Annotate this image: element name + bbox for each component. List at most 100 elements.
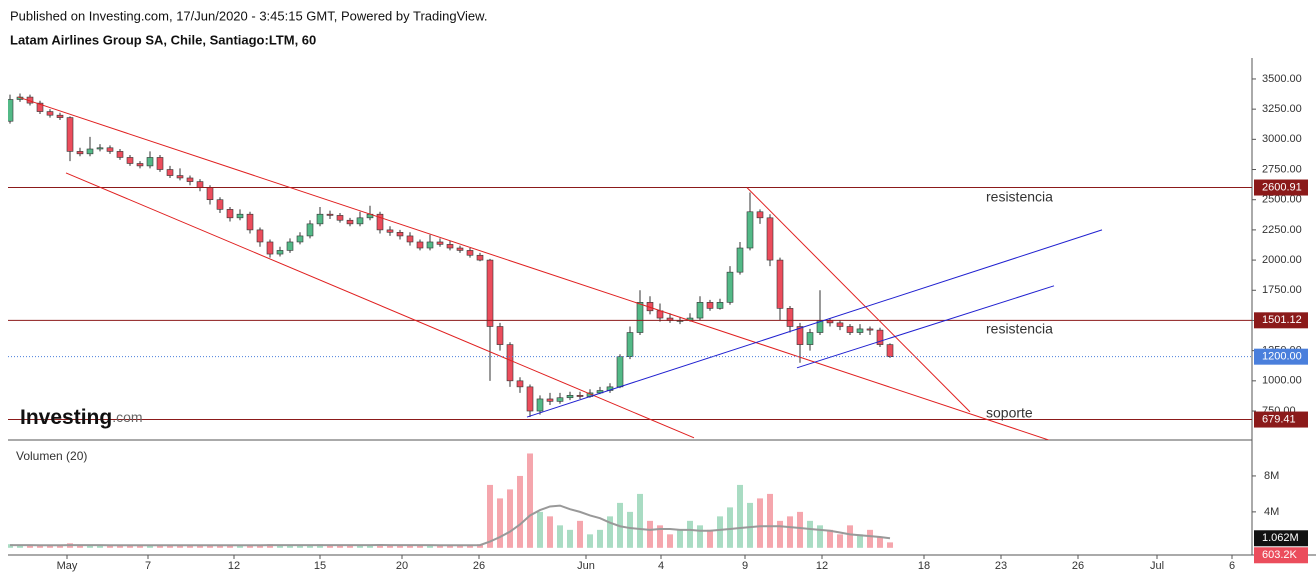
volume-bar [167,545,173,548]
volume-bar [857,534,863,548]
y-tick-label: 3250.00 [1262,103,1302,115]
candle-body [306,223,314,237]
y-tick-label: 3000.00 [1262,133,1302,145]
volume-bar [27,545,33,548]
volume-pane [8,453,893,548]
volume-bar [247,545,253,548]
volume-bar [507,489,513,548]
candle-body [736,247,744,273]
published-note: Published on Investing.com, 17/Jun/2020 … [10,8,487,23]
x-tick-label: 23 [995,560,1007,572]
volume-bar [737,484,743,548]
candle-body [496,326,504,345]
volume-bar [487,484,493,548]
candle-body [386,229,394,233]
volume-bar [127,545,133,548]
volume-bar [357,545,363,548]
volume-bar [607,516,613,548]
logo-brand: Investing [20,406,112,429]
volume-bar [807,520,813,548]
volume-bar [697,525,703,548]
candle-body [236,213,244,219]
last-price-label: 1200.00 [1262,351,1302,363]
candle-body [536,398,544,412]
candle-body [756,211,764,219]
candle-body [656,310,664,319]
volume-bar [207,545,213,548]
volume-bar [727,507,733,548]
volume-bar [197,545,203,548]
volume-bar [397,546,403,548]
volume-bar [547,516,553,548]
x-tick-label: Jul [1150,560,1164,572]
candle-body [326,213,334,216]
candle-body [176,175,184,179]
candle-body [8,99,14,122]
trendline [17,96,1051,440]
volume-bar [747,502,753,548]
volume-tick-label: 4M [1264,506,1279,518]
volume-bar [787,516,793,548]
candle-body [836,322,844,327]
level-label: 679.41 [1262,413,1296,425]
candle-body [296,235,304,243]
candle-body [66,117,74,152]
candle-body [856,328,864,333]
candle-body [546,398,554,402]
candle-body [806,332,814,345]
candle-body [486,259,494,327]
volume-bar [77,545,83,548]
annotation: resistencia [986,189,1053,205]
volume-bar [257,544,263,548]
volume-bar [527,453,533,548]
volume-bar [597,529,603,548]
volume-bar [437,546,443,548]
x-tick-label: 7 [145,560,151,572]
candle-body [466,250,474,256]
x-tick-label: 15 [314,560,326,572]
candle-body [626,332,634,357]
candle-body [616,356,624,388]
candle-body [346,219,354,225]
candle-body [636,302,644,333]
volume-title: Volumen (20) [16,449,87,463]
volume-bar [777,520,783,548]
y-tick-label: 2750.00 [1262,163,1302,175]
volume-bar [287,545,293,548]
volume-bar [137,546,143,548]
candle-body [206,187,214,201]
volume-bar [97,545,103,548]
candle-body [36,102,44,112]
volume-ma-label-box [1254,530,1308,547]
volume-bar [387,545,393,548]
candle-body [766,217,774,261]
volume-bar [797,511,803,548]
level-label-box [1254,411,1308,428]
candle-body [256,229,264,243]
candle-body [376,213,384,231]
candle-body [556,397,564,402]
candle-body [576,395,584,397]
candle-body [86,148,94,155]
volume-bar [117,545,123,548]
volume-bar [227,545,233,548]
candle-body [76,151,84,155]
candle-body [276,250,284,255]
x-tick-label: Jun [577,560,595,572]
candle-body [516,380,524,388]
candle-body [726,271,734,303]
candle-body [246,213,254,231]
volume-bar [657,525,663,548]
candle-body [426,241,434,249]
level-label-box [1254,312,1308,329]
last-price-label-box [1254,348,1308,365]
volume-bar [17,545,23,548]
candle-body [876,329,884,345]
candle-body [526,386,534,412]
volume-bar [417,545,423,548]
axes: 3500.00 3250.00 3000.00 2750.00 2500.00 2250.… [57,73,1308,572]
volume-bar [427,545,433,548]
candle-body [156,157,164,170]
volume-bar [277,545,283,548]
